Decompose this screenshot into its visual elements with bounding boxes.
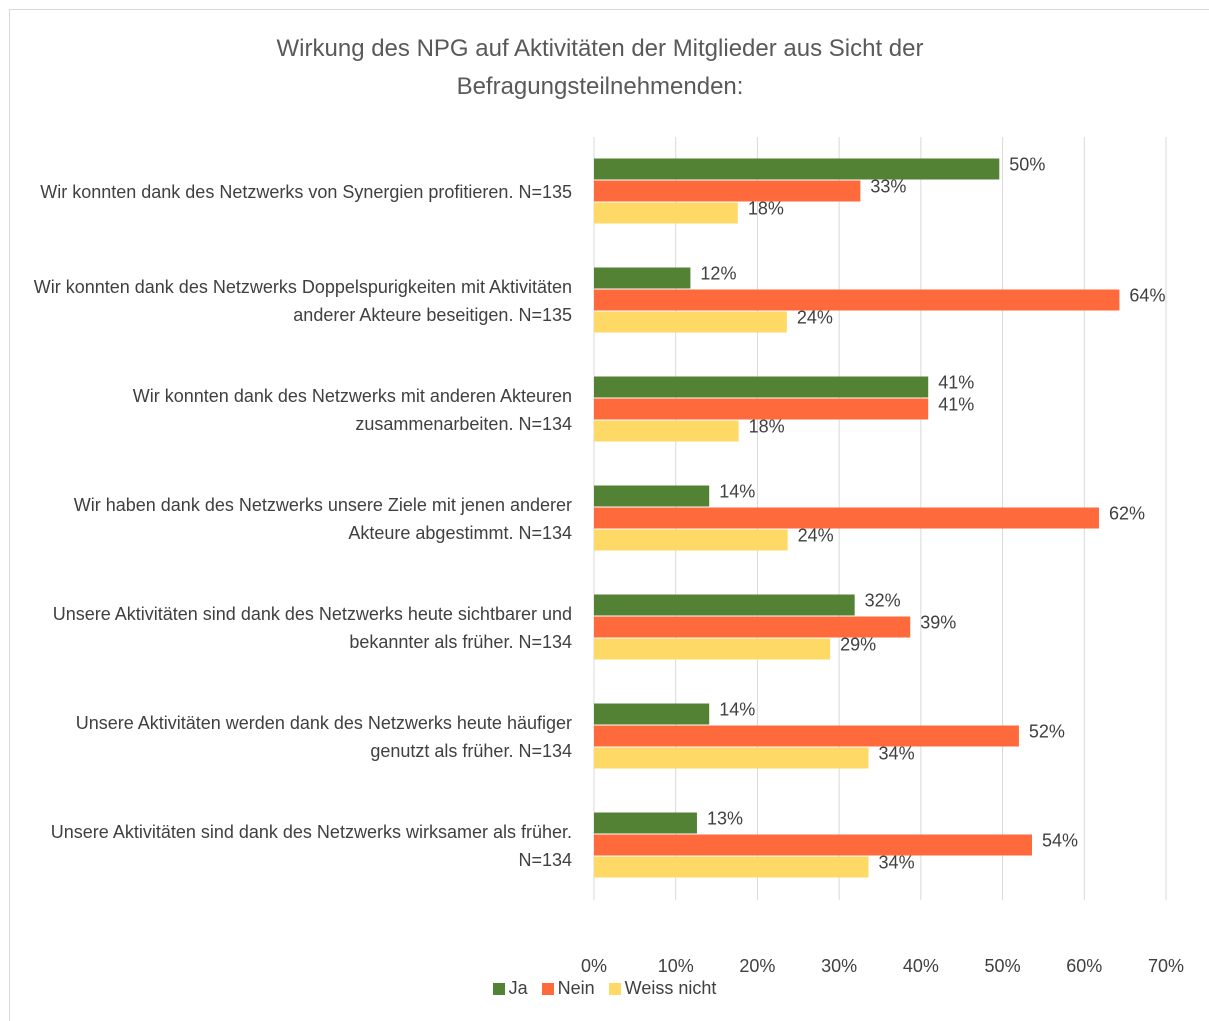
data-label: 12% (700, 263, 736, 283)
data-label: 62% (1109, 503, 1145, 523)
bar (594, 158, 1000, 180)
data-label: 34% (879, 852, 915, 872)
data-label: 52% (1029, 721, 1065, 741)
bar (594, 703, 710, 725)
data-label: 32% (865, 590, 901, 610)
legend-label: Ja (508, 978, 528, 998)
data-label: 14% (719, 699, 755, 719)
data-label: 33% (870, 176, 906, 196)
x-tick-label: 60% (1066, 956, 1102, 976)
bar (594, 747, 869, 769)
data-label: 39% (920, 612, 956, 632)
category-label: Unsere Aktivitäten werden dank des Netzw… (75, 712, 572, 761)
data-label: 29% (840, 634, 876, 654)
data-label: 18% (749, 416, 785, 436)
bar (594, 376, 929, 398)
data-label: 50% (1009, 154, 1045, 174)
data-label: 34% (879, 743, 915, 763)
category-label: Wir konnten dank des Netzwerks Doppelspu… (33, 276, 572, 325)
legend-label: Nein (557, 978, 595, 998)
data-label: 54% (1042, 830, 1078, 850)
x-tick-label: 50% (985, 956, 1021, 976)
bar (594, 529, 788, 551)
bar (594, 834, 1032, 856)
bar (594, 507, 1099, 529)
bar (594, 485, 710, 507)
legend: Ja Nein Weiss nicht (0, 978, 1209, 999)
x-tick-label: 30% (821, 956, 857, 976)
category-label: Wir konnten dank des Netzwerks mit ander… (132, 385, 572, 434)
bar (594, 267, 691, 289)
bar (594, 856, 869, 878)
bar (594, 638, 831, 660)
legend-item: Ja (492, 978, 528, 999)
data-label: 13% (707, 808, 743, 828)
data-label: 24% (798, 525, 834, 545)
bar (594, 812, 697, 834)
legend-swatch (541, 982, 554, 995)
category-label: Wir haben dank des Netzwerks unsere Ziel… (73, 494, 572, 543)
bar (594, 398, 929, 420)
legend-swatch (492, 982, 505, 995)
legend-item: Nein (541, 978, 595, 999)
data-label: 24% (797, 307, 833, 327)
bar (594, 202, 738, 224)
x-tick-label: 70% (1148, 956, 1184, 976)
data-label: 14% (719, 481, 755, 501)
x-tick-label: 10% (658, 956, 694, 976)
chart-title: Wirkung des NPG auf Aktivitäten der Mitg… (276, 35, 924, 100)
data-label: 64% (1129, 285, 1165, 305)
chart-border (9, 9, 1209, 1021)
legend-swatch (608, 982, 621, 995)
legend-item: Weiss nicht (608, 978, 717, 999)
category-label: Wir konnten dank des Netzwerks von Syner… (40, 181, 572, 202)
x-tick-label: 0% (581, 956, 607, 976)
data-label: 41% (938, 394, 974, 414)
x-tick-label: 20% (739, 956, 775, 976)
bar (594, 420, 739, 442)
data-label: 18% (748, 198, 784, 218)
x-tick-label: 40% (903, 956, 939, 976)
bar (594, 289, 1120, 311)
legend-label: Weiss nicht (624, 978, 717, 998)
bar (594, 180, 861, 202)
bar (594, 616, 911, 638)
bar (594, 725, 1019, 747)
bar (594, 594, 855, 616)
data-label: 41% (938, 372, 974, 392)
category-label: Unsere Aktivitäten sind dank des Netzwer… (50, 821, 572, 870)
bar (594, 311, 787, 333)
category-label: Unsere Aktivitäten sind dank des Netzwer… (52, 603, 572, 652)
